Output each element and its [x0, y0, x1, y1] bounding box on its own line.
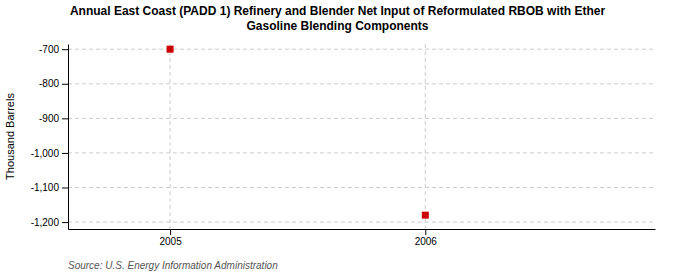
tick: -800: [39, 78, 68, 89]
tick: -1,000: [31, 148, 68, 159]
grid-line: [68, 49, 655, 50]
tick-mark: [62, 84, 68, 85]
grid-line: [68, 83, 655, 84]
grid-line: [68, 187, 655, 188]
y-label: Thousand Barrels: [4, 93, 16, 180]
tick: 2005: [159, 229, 182, 247]
point: [422, 212, 429, 219]
tick-label: -800: [39, 78, 59, 89]
point: [167, 46, 174, 53]
tick-label: -900: [39, 113, 59, 124]
grid-line: [68, 118, 655, 119]
tick-mark: [425, 229, 426, 235]
tick: -1,200: [31, 217, 68, 228]
grid: [68, 44, 655, 229]
tick-label: -1,000: [31, 148, 60, 159]
chart: 2005 2006 -700 -800 -900 -1,000 -1,100 -1,200 An…: [0, 0, 675, 275]
tick: -700: [39, 44, 68, 55]
tick-label: -1,200: [31, 217, 60, 228]
tick: -900: [39, 113, 68, 124]
source: Source: U.S. Energy Information Administ…: [68, 260, 278, 271]
tick-label: 2006: [415, 236, 438, 247]
points: [167, 46, 429, 219]
tick-label: -1,100: [31, 182, 60, 193]
axis-line: [68, 45, 69, 230]
grid-line: [68, 152, 655, 153]
x-axis: 2005 2006: [69, 229, 656, 247]
tick-label: -700: [39, 44, 59, 55]
tick-mark: [62, 188, 68, 189]
tick: -1,100: [31, 182, 68, 193]
tick-mark: [62, 49, 68, 50]
tick-mark: [62, 153, 68, 154]
tick-mark: [62, 118, 68, 119]
axis-line: [69, 229, 656, 230]
tick: 2006: [415, 229, 438, 247]
y-axis: -700 -800 -900 -1,000 -1,100 -1,200: [31, 44, 69, 230]
grid-line: [425, 44, 426, 229]
plot: 2005 2006 -700 -800 -900 -1,000 -1,100 -1,200: [31, 44, 656, 247]
grid-line: [170, 44, 171, 229]
tick-mark: [62, 222, 68, 223]
tick-label: 2005: [159, 236, 182, 247]
title: Annual East Coast (PADD 1) Refinery and …: [70, 4, 605, 33]
tick-mark: [170, 229, 171, 235]
grid-line: [68, 222, 655, 223]
